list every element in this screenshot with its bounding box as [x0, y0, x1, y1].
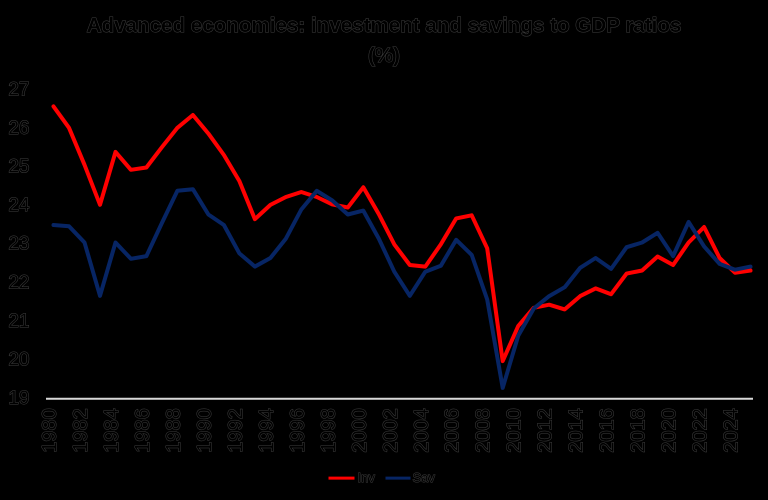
- svg-text:2014: 2014: [566, 408, 588, 453]
- svg-text:24: 24: [8, 195, 30, 216]
- svg-text:2010: 2010: [504, 408, 526, 453]
- svg-text:2024: 2024: [721, 408, 743, 453]
- svg-text:1988: 1988: [163, 408, 185, 453]
- svg-text:1996: 1996: [287, 408, 309, 453]
- svg-text:1994: 1994: [256, 408, 278, 453]
- svg-text:19: 19: [8, 388, 29, 409]
- svg-text:20: 20: [8, 350, 29, 371]
- svg-text:2012: 2012: [535, 408, 557, 453]
- svg-text:Inv: Inv: [358, 470, 376, 485]
- svg-text:1982: 1982: [70, 408, 92, 453]
- svg-text:1998: 1998: [318, 408, 340, 453]
- svg-text:27: 27: [8, 79, 29, 100]
- svg-text:1986: 1986: [132, 408, 154, 453]
- svg-text:2022: 2022: [690, 408, 712, 453]
- svg-text:2004: 2004: [411, 408, 433, 453]
- svg-text:21: 21: [8, 311, 29, 332]
- svg-text:26: 26: [8, 118, 29, 139]
- svg-text:2018: 2018: [628, 408, 650, 453]
- svg-text:2008: 2008: [473, 408, 495, 453]
- svg-text:2016: 2016: [597, 408, 619, 453]
- svg-text:1980: 1980: [39, 408, 61, 453]
- svg-text:2002: 2002: [380, 408, 402, 453]
- svg-text:1990: 1990: [194, 408, 216, 453]
- svg-text:25: 25: [8, 157, 29, 178]
- svg-text:(%): (%): [368, 44, 400, 67]
- svg-text:1984: 1984: [101, 408, 123, 453]
- svg-text:Sav: Sav: [413, 470, 436, 485]
- svg-text:2020: 2020: [659, 408, 681, 453]
- svg-text:Advanced economies: investment: Advanced economies: investment and savin…: [87, 14, 682, 37]
- svg-text:2000: 2000: [349, 408, 371, 453]
- svg-text:1992: 1992: [225, 408, 247, 453]
- svg-text:22: 22: [8, 272, 29, 293]
- svg-text:23: 23: [8, 234, 29, 255]
- svg-text:2006: 2006: [442, 408, 464, 453]
